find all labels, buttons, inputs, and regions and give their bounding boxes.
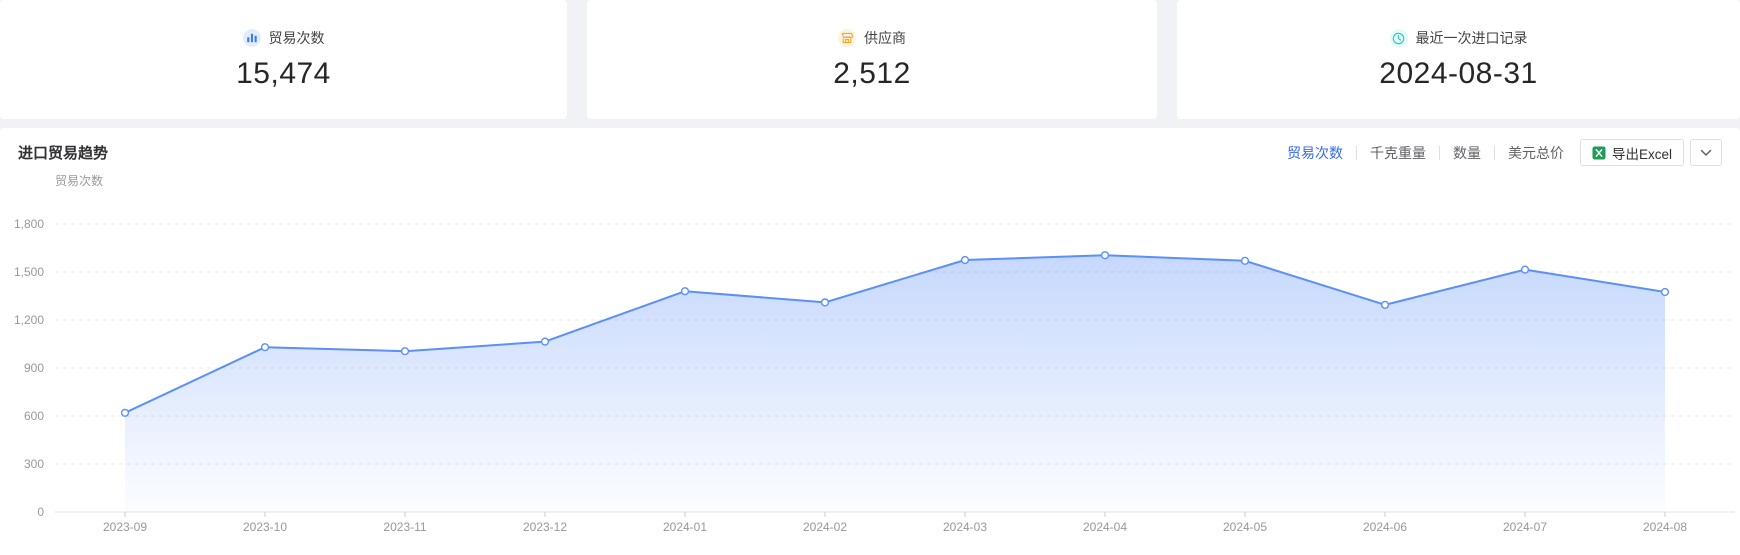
- svg-text:贸易次数: 贸易次数: [55, 173, 103, 188]
- summary-cards: 贸易次数 15,474 供应商 2,512 最近一次进: [0, 0, 1740, 119]
- tab-quantity[interactable]: 数量: [1452, 144, 1481, 161]
- card-label: 最近一次进口记录: [1415, 30, 1528, 46]
- svg-text:1,500: 1,500: [14, 265, 44, 279]
- svg-text:2023-10: 2023-10: [243, 520, 287, 534]
- export-excel-button[interactable]: 导出Excel: [1579, 139, 1684, 166]
- import-trend-panel: 进口贸易趋势 贸易次数 千克重量 数量 美元总价 导出Excel: [0, 128, 1740, 555]
- svg-text:2024-06: 2024-06: [1363, 520, 1407, 534]
- svg-text:2023-12: 2023-12: [523, 520, 567, 534]
- tab-divider: [1355, 145, 1357, 160]
- section-title: 进口贸易趋势: [18, 145, 109, 162]
- svg-text:2023-11: 2023-11: [383, 520, 426, 534]
- summary-card-last-import: 最近一次进口记录 2024-08-31: [1177, 0, 1740, 119]
- tab-divider: [1493, 145, 1495, 160]
- svg-text:2024-03: 2024-03: [943, 520, 987, 534]
- supplier-shop-icon: [838, 29, 856, 47]
- tab-kg-weight[interactable]: 千克重量: [1369, 144, 1426, 161]
- svg-text:2023-09: 2023-09: [103, 520, 147, 534]
- svg-text:2024-07: 2024-07: [1503, 520, 1547, 534]
- clock-icon: [1389, 29, 1408, 47]
- svg-text:1,800: 1,800: [14, 217, 44, 231]
- svg-text:2024-05: 2024-05: [1223, 520, 1267, 534]
- export-excel-label: 导出Excel: [1611, 146, 1672, 162]
- tab-trade-count[interactable]: 贸易次数: [1286, 144, 1343, 161]
- summary-card-trade-count: 贸易次数 15,474: [0, 0, 567, 119]
- svg-text:900: 900: [24, 361, 44, 375]
- svg-text:2024-04: 2024-04: [1083, 520, 1127, 534]
- card-value: 2024-08-31: [1379, 57, 1538, 90]
- trend-area-chart[interactable]: 0 300 600 900 1,200 1,500 1,800 贸易次数 2023-09 2023…: [0, 128, 1740, 555]
- card-value: 15,474: [236, 57, 331, 90]
- excel-icon: [1592, 146, 1606, 160]
- svg-text:600: 600: [24, 409, 44, 423]
- trend-metric-tabs: 贸易次数 千克重量 数量 美元总价 导出Excel: [1287, 139, 1722, 166]
- svg-text:300: 300: [24, 457, 44, 471]
- chevron-down-icon: [1700, 149, 1712, 156]
- tab-divider: [1438, 145, 1440, 160]
- card-label: 贸易次数: [268, 30, 325, 46]
- svg-text:2024-01: 2024-01: [663, 520, 707, 534]
- svg-text:1,200: 1,200: [14, 313, 44, 327]
- svg-text:2024-08: 2024-08: [1643, 520, 1687, 534]
- svg-text:0: 0: [37, 505, 44, 519]
- export-dropdown-button[interactable]: [1690, 139, 1722, 166]
- svg-text:2024-02: 2024-02: [803, 520, 847, 534]
- card-value: 2,512: [833, 57, 911, 90]
- tab-usd-total[interactable]: 美元总价: [1507, 144, 1564, 161]
- card-label: 供应商: [864, 30, 906, 46]
- summary-card-suppliers: 供应商 2,512: [587, 0, 1157, 119]
- bar-chart-icon: [242, 29, 261, 47]
